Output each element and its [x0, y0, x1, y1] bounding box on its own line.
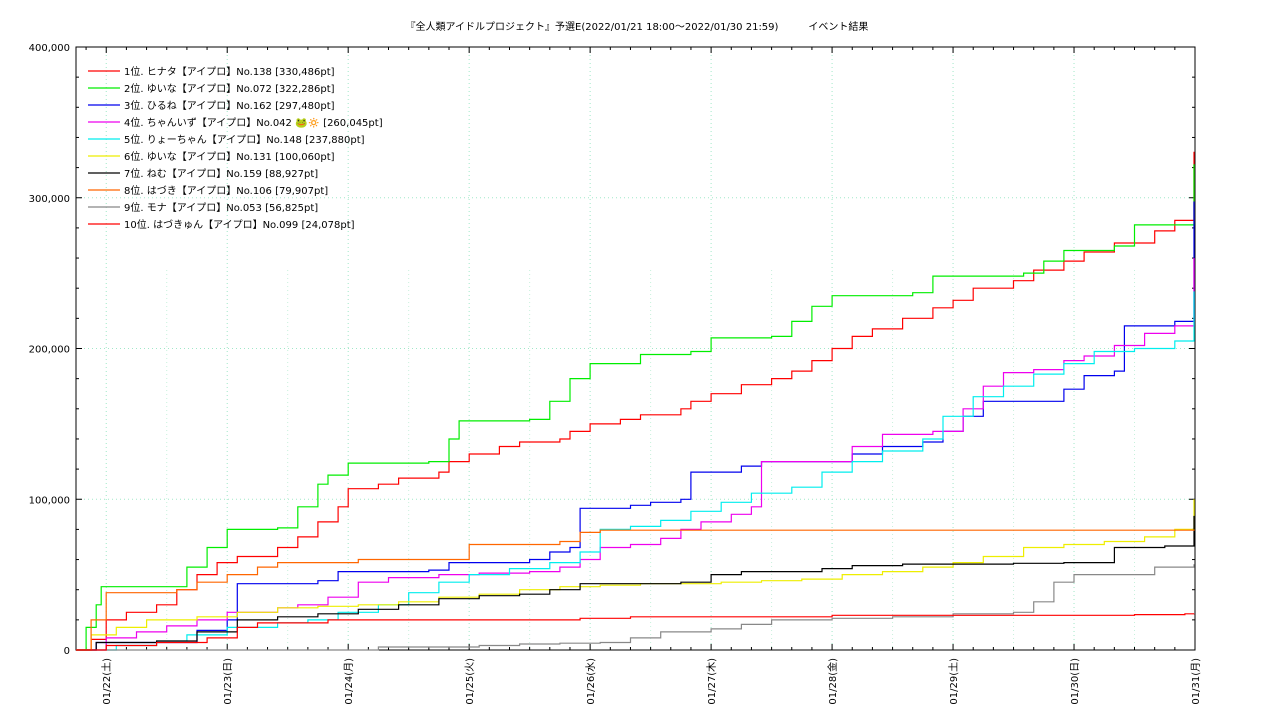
- y-tick-label: 200,000: [29, 345, 70, 356]
- legend-entry: 8位. はづき【アイプロ】No.106 [79,907pt]: [124, 184, 328, 197]
- series-line-9: [76, 564, 1195, 651]
- series-line-2: [76, 164, 1195, 651]
- x-axis: 01/22(土) 01/23(日) 01/24(月) 01/25(火) 01/26(水)…: [85, 47, 1202, 705]
- series-line-7: [76, 515, 1195, 651]
- chart-legend: 1位. ヒナタ【アイプロ】No.138 [330,486pt] 2位. ゆいな【ア…: [88, 65, 383, 231]
- legend-entry: 4位. ちゃんいず【アイプロ】No.042 🐸🔅 [260,045pt]: [124, 116, 383, 129]
- y-axis: 0 100,000 200,000 300,000 400,000: [29, 43, 1195, 657]
- legend-entry: 5位. りょーちゃん【アイプロ】No.148 [237,880pt]: [124, 133, 365, 146]
- x-tick-label: 01/27(木): [706, 658, 718, 705]
- x-tick-label: 01/29(土): [947, 658, 960, 705]
- series-line-5: [76, 291, 1195, 651]
- y-tick-label: 0: [64, 646, 70, 657]
- legend-entry: 2位. ゆいな【アイプロ】No.072 [322,286pt]: [124, 82, 335, 95]
- x-tick-label: 01/28(金): [826, 658, 839, 705]
- chart-title: 『全人類アイドルプロジェクト』予選E(2022/01/21 18:00～2022…: [406, 20, 869, 33]
- x-tick-label: 01/25(火): [464, 658, 476, 705]
- legend-entry: 9位. モナ【アイプロ】No.053 [56,825pt]: [124, 201, 318, 214]
- x-tick-label: 01/24(月): [343, 658, 355, 705]
- x-tick-label: 01/23(日): [223, 658, 234, 705]
- series-line-4: [76, 258, 1195, 651]
- series-line-10: [76, 613, 1195, 651]
- legend-entry: 7位. ねむ【アイプロ】No.159 [88,927pt]: [124, 167, 318, 180]
- legend-entry: 6位. ゆいな【アイプロ】No.131 [100,060pt]: [124, 150, 335, 163]
- y-tick-label: 300,000: [29, 194, 70, 205]
- x-tick-label: 01/31(月): [1190, 658, 1202, 705]
- legend-entry: 3位. ひるね【アイプロ】No.162 [297,480pt]: [124, 99, 335, 112]
- x-tick-label: 01/22(土): [100, 658, 113, 705]
- series-line-3: [76, 201, 1195, 651]
- y-tick-label: 400,000: [29, 43, 70, 54]
- y-tick-label: 100,000: [29, 495, 70, 506]
- x-tick-label: 01/26(水): [585, 658, 597, 705]
- series-line-8: [76, 529, 1195, 651]
- legend-entry: 1位. ヒナタ【アイプロ】No.138 [330,486pt]: [124, 65, 335, 78]
- series-line-1: [76, 151, 1195, 651]
- x-tick-label: 01/30(日): [1070, 658, 1081, 705]
- series-lines: [76, 151, 1195, 651]
- legend-entry: 10位. はづきゅん【アイプロ】No.099 [24,078pt]: [124, 218, 355, 231]
